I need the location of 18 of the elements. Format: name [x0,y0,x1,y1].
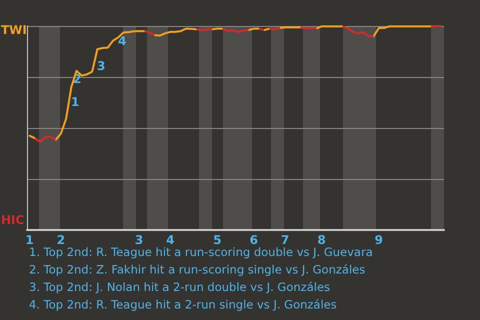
annotation: 4 [118,34,126,48]
x-tick-label: 8 [317,233,326,247]
x-tick-label: 1 [25,233,34,247]
annotation: 3 [97,59,106,73]
x-tick-label: 9 [374,233,384,247]
x-tick-label: 3 [134,233,144,247]
x-tick-label: 5 [213,233,222,247]
x-tick-label: 6 [250,233,258,247]
text: 2. Top 2nd: Z. Fakhir hit a run-scoring single vs J. Gonzáles [29,262,366,276]
text: 1. Top 2nd: R. Teague hit a run-scoring double vs J. Guevara [29,245,373,259]
text: HIC [1,213,25,227]
x-tick-label: 4 [166,233,175,247]
text: 3. Top 2nd: J. Nolan hit a 2-run double vs J. Gonzáles [29,280,330,294]
annotation: 1 [71,95,80,109]
text: 4. Top 2nd: R. Teague hit a 2-run single vs J. Gonzáles [29,298,337,312]
x-tick-label: 2 [56,233,66,247]
x-tick-label: 7 [280,233,290,247]
text: TWI [1,23,27,37]
